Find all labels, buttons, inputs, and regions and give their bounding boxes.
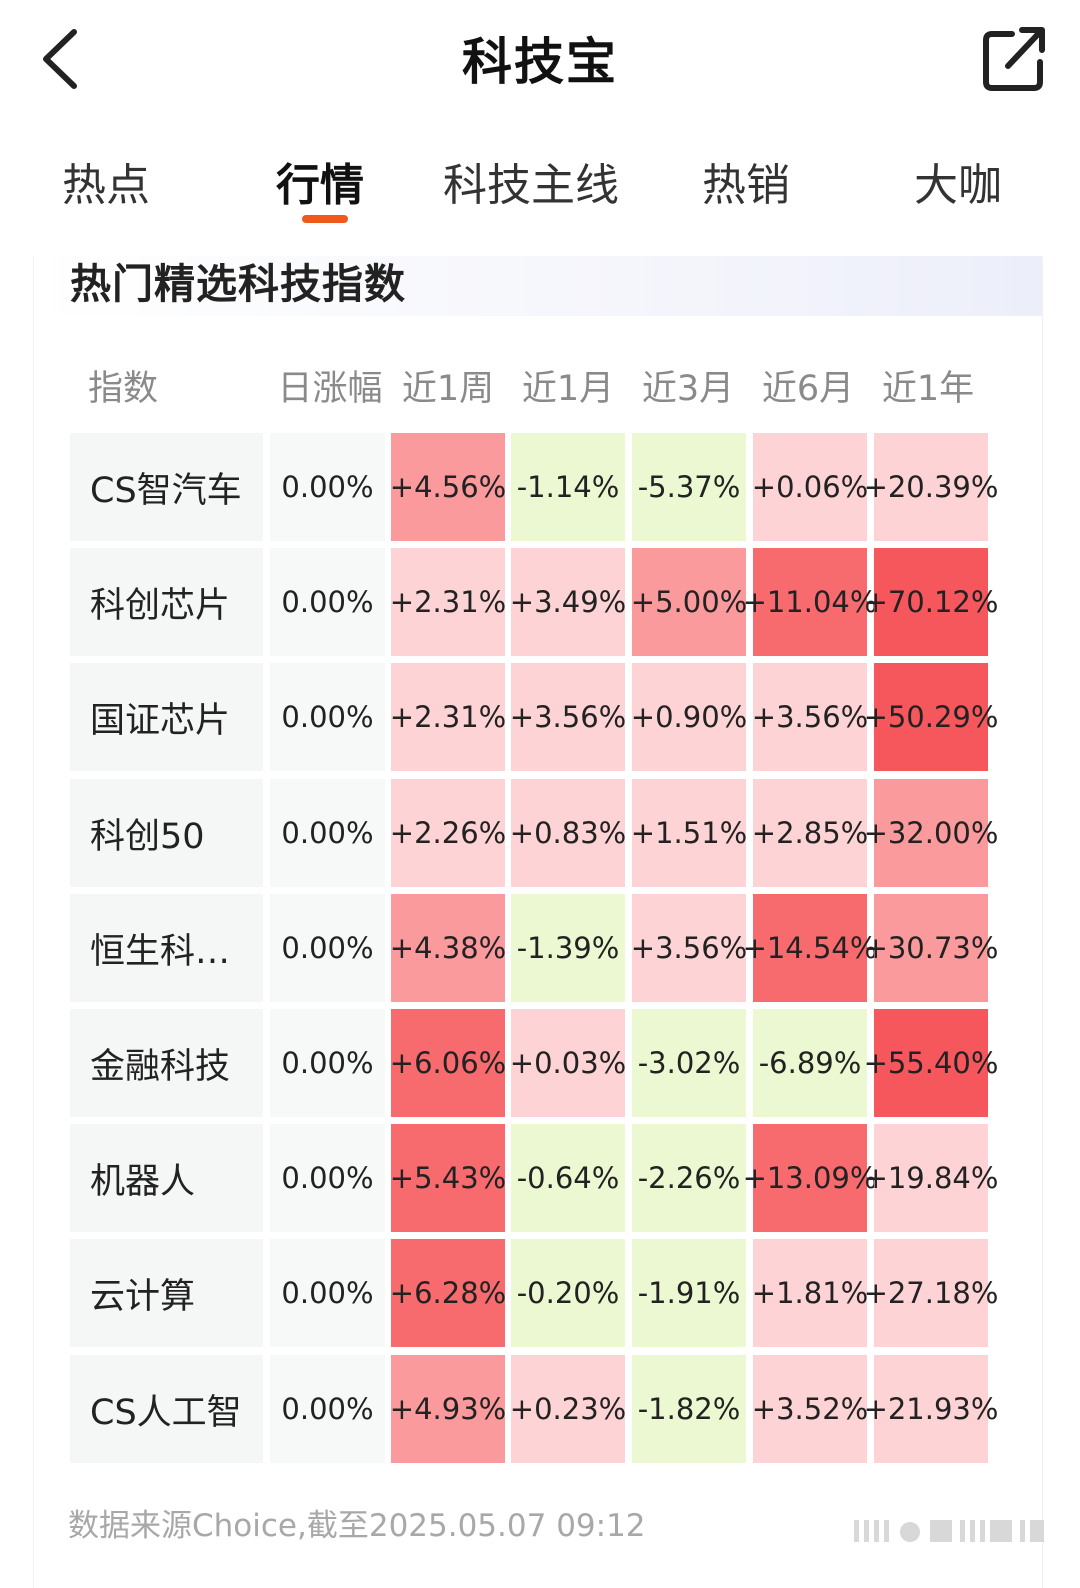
month-change-cell: -1.39% (511, 894, 625, 1002)
watermark-bars (850, 1512, 1050, 1546)
three-month-change-cell: -1.91% (632, 1239, 746, 1347)
column-header-1y[interactable]: 近1年 (881, 369, 975, 409)
daily-change-cell: 0.00% (270, 1009, 385, 1117)
daily-change-cell: 0.00% (270, 779, 385, 887)
year-change-cell: +50.29% (864, 663, 998, 771)
tab-hot[interactable]: 热点 (62, 160, 150, 211)
index-name-cell: 科创50 (70, 779, 263, 887)
daily-change-cell: 0.00% (270, 548, 385, 656)
six-month-change-cell: +14.54% (743, 894, 877, 1002)
column-header-3m[interactable]: 近3月 (641, 369, 735, 409)
six-month-change-cell: +3.52% (752, 1355, 868, 1463)
year-change-cell: +21.93% (864, 1355, 998, 1463)
month-change-cell: -1.14% (511, 433, 625, 541)
active-tab-indicator (302, 215, 348, 223)
share-icon[interactable] (982, 20, 1048, 92)
week-change-cell: +4.93% (390, 1355, 506, 1463)
tab-bar: 热点 行情 科技主线 热销 大咖 (0, 135, 1080, 245)
daily-change-cell: 0.00% (270, 433, 385, 541)
week-change-cell: +5.43% (390, 1124, 506, 1232)
three-month-change-cell: -2.26% (632, 1124, 746, 1232)
month-change-cell: +0.03% (510, 1009, 626, 1117)
week-change-cell: +6.28% (390, 1239, 506, 1347)
month-change-cell: +3.56% (510, 663, 626, 771)
three-month-change-cell: +5.00% (631, 548, 747, 656)
index-name-cell: 云计算 (70, 1239, 263, 1347)
week-change-cell: +2.31% (390, 663, 506, 771)
daily-change-cell: 0.00% (270, 1239, 385, 1347)
year-change-cell: +30.73% (864, 894, 998, 1002)
week-change-cell: +2.31% (390, 548, 506, 656)
six-month-change-cell: +13.09% (743, 1124, 877, 1232)
column-header-6m[interactable]: 近6月 (761, 369, 855, 409)
three-month-change-cell: -1.82% (632, 1355, 746, 1463)
daily-change-cell: 0.00% (270, 1124, 385, 1232)
daily-change-cell: 0.00% (270, 894, 385, 1002)
year-change-cell: +20.39% (864, 433, 998, 541)
year-change-cell: +70.12% (864, 548, 998, 656)
six-month-change-cell: +11.04% (743, 548, 877, 656)
index-name-cell: 机器人 (70, 1124, 263, 1232)
six-month-change-cell: +0.06% (752, 433, 868, 541)
month-change-cell: -0.64% (511, 1124, 625, 1232)
six-month-change-cell: -6.89% (753, 1009, 867, 1117)
tab-tech-mainline[interactable]: 科技主线 (443, 160, 619, 211)
column-header-1m[interactable]: 近1月 (521, 369, 615, 409)
three-month-change-cell: -3.02% (632, 1009, 746, 1117)
daily-change-cell: 0.00% (270, 663, 385, 771)
year-change-cell: +32.00% (864, 779, 998, 887)
six-month-change-cell: +3.56% (752, 663, 868, 771)
month-change-cell: +3.49% (510, 548, 626, 656)
daily-change-cell: 0.00% (270, 1355, 385, 1463)
week-change-cell: +2.26% (390, 779, 506, 887)
index-name-cell: 科创芯片 (70, 548, 263, 656)
index-name-cell: 恒生科… (70, 894, 263, 1002)
month-change-cell: -0.20% (511, 1239, 625, 1347)
three-month-change-cell: -5.37% (632, 433, 746, 541)
six-month-change-cell: +1.81% (752, 1239, 868, 1347)
tab-market[interactable]: 行情 (276, 160, 364, 211)
index-name-cell: 国证芯片 (70, 663, 263, 771)
week-change-cell: +4.56% (390, 433, 506, 541)
three-month-change-cell: +1.51% (631, 779, 747, 887)
back-arrow-icon[interactable] (36, 24, 96, 94)
column-header-1w[interactable]: 近1周 (401, 369, 495, 409)
year-change-cell: +19.84% (864, 1124, 998, 1232)
tab-experts[interactable]: 大咖 (914, 160, 1002, 211)
index-name-cell: CS人工智 (70, 1355, 263, 1463)
app-header: 科技宝 (0, 0, 1080, 115)
month-change-cell: +0.23% (510, 1355, 626, 1463)
table-header: 指数 日涨幅 近1周 近1月 近3月 近6月 近1年 (70, 360, 1000, 420)
index-name-cell: 金融科技 (70, 1009, 263, 1117)
week-change-cell: +6.06% (390, 1009, 506, 1117)
year-change-cell: +27.18% (864, 1239, 998, 1347)
year-change-cell: +55.40% (864, 1009, 998, 1117)
three-month-change-cell: +0.90% (631, 663, 747, 771)
three-month-change-cell: +3.56% (631, 894, 747, 1002)
page-title: 科技宝 (462, 33, 618, 91)
section-title: 热门精选科技指数 (70, 260, 406, 308)
index-name-cell: CS智汽车 (70, 433, 263, 541)
month-change-cell: +0.83% (510, 779, 626, 887)
six-month-change-cell: +2.85% (752, 779, 868, 887)
column-header-daily[interactable]: 日涨幅 (277, 369, 383, 409)
tab-hot-sale[interactable]: 热销 (702, 160, 790, 211)
column-header-index: 指数 (88, 369, 159, 409)
week-change-cell: +4.38% (390, 894, 506, 1002)
card-header-fade (34, 256, 1042, 316)
data-source-note: 数据来源Choice,截至2025.05.07 09:12 (68, 1508, 646, 1544)
